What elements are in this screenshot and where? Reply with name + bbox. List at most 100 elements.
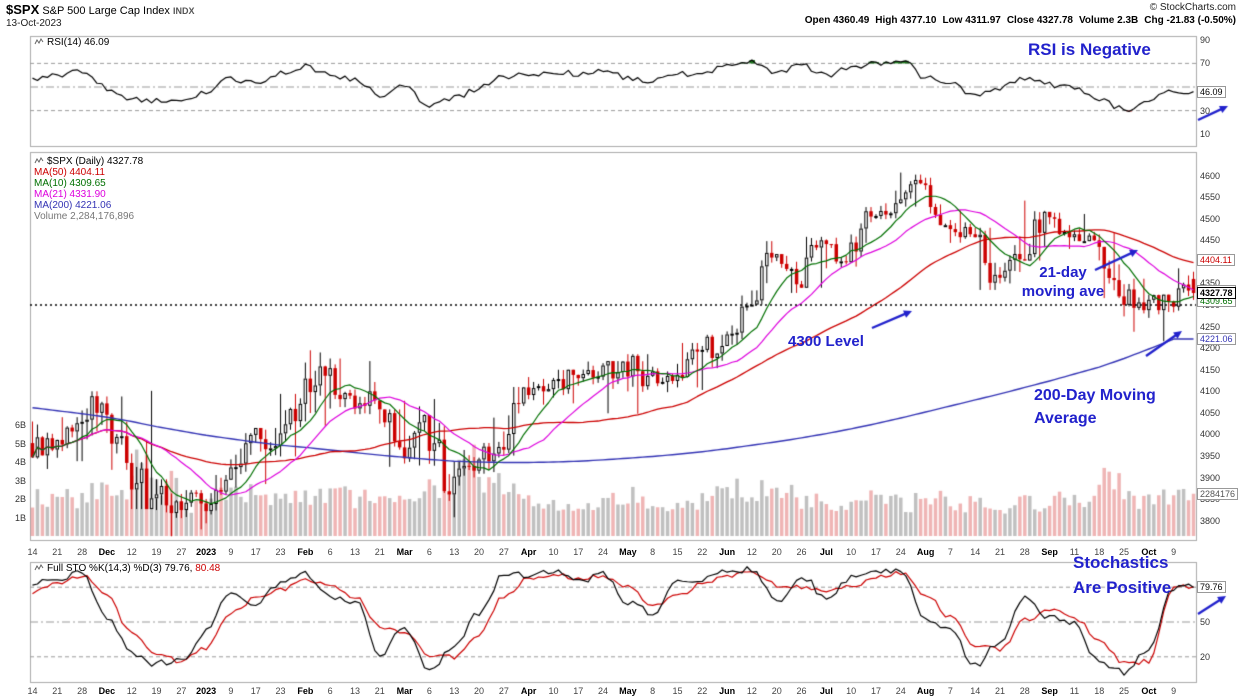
x-axis-label-27: 27: [498, 686, 509, 696]
annotation-200day-line2: Average: [1034, 410, 1097, 427]
x-axis-label-20: 20: [474, 686, 485, 696]
x-axis-label-21: 21: [52, 547, 63, 557]
price-axis-tick-4100: 4100: [1200, 386, 1221, 397]
price-axis-tick-4150: 4150: [1200, 364, 1221, 375]
x-axis-label-Mar: Mar: [396, 686, 413, 696]
x-axis-label-28: 28: [77, 686, 88, 696]
x-axis-label-Jun: Jun: [719, 547, 736, 557]
last-value-box-2284176: 2284176: [1197, 487, 1239, 500]
x-axis-label-10: 10: [846, 547, 857, 557]
rsi-axis-tick-10: 10: [1200, 129, 1211, 140]
copyright-link[interactable]: © StockCharts.com: [1149, 2, 1236, 13]
x-axis-label-10: 10: [846, 686, 857, 696]
x-axis-label-12: 12: [746, 686, 757, 696]
annotation-200day-ma: 200-Day Moving Average: [1034, 384, 1156, 430]
price-axis-tick-4500: 4500: [1200, 213, 1221, 224]
x-axis-label-17: 17: [250, 547, 261, 557]
price-axis-tick-3900: 3900: [1200, 472, 1221, 483]
x-axis-label-12: 12: [746, 547, 757, 557]
price-legend-line-4: MA(200) 4221.06: [34, 200, 112, 211]
x-axis-label-23: 23: [275, 547, 286, 557]
sto-legend-part-0: Full STO %K(14,3) %D(3): [47, 563, 165, 574]
x-axis-label-13: 13: [449, 547, 460, 557]
rsi-legend-label: RSI(14) 46.09: [47, 37, 110, 48]
x-axis-label-14: 14: [970, 547, 981, 557]
price-axis-tick-3950: 3950: [1200, 451, 1221, 462]
x-axis-label-24: 24: [598, 547, 609, 557]
x-axis-label-24: 24: [598, 686, 609, 696]
indicator-icon: [34, 38, 44, 45]
x-axis-label-Feb: Feb: [297, 547, 314, 557]
x-axis-label-Sep: Sep: [1041, 686, 1058, 696]
x-axis-label-17: 17: [870, 686, 881, 696]
x-axis-label-15: 15: [672, 547, 683, 557]
x-axis-label-12: 12: [126, 547, 137, 557]
price-legend-line-5: Volume 2,284,176,896: [34, 211, 135, 222]
volume-axis-tick-1B: 1B: [14, 512, 26, 523]
price-legend-line-3: MA(21) 4331.90: [34, 189, 106, 200]
x-axis-label-9: 9: [1171, 547, 1177, 557]
price-legend-line-2: MA(10) 4309.65: [34, 178, 106, 189]
x-axis-label-27: 27: [176, 547, 187, 557]
chart-date: 13-Oct-2023: [6, 18, 62, 29]
x-axis-label-2023: 2023: [196, 686, 217, 696]
rsi-axis-tick-70: 70: [1200, 58, 1211, 69]
x-axis-labels-top: 14 21 28 Dec 12 19 27 2023 9 17 23 Feb 6 13 21 Mar 6 13 20…: [0, 547, 1240, 559]
x-axis-label-24: 24: [895, 547, 906, 557]
x-axis-label-18: 18: [1094, 547, 1105, 557]
indicator-icon: [34, 564, 44, 571]
sto-axis-tick-20: 20: [1200, 651, 1211, 662]
x-axis-labels-bottom: 14 21 28 Dec 12 19 27 2023 9 17 23 Feb 6 13 21 Mar 6 13 20…: [0, 686, 1240, 698]
x-axis-label-6: 6: [426, 686, 432, 696]
x-axis-label-25: 25: [1119, 547, 1130, 557]
x-axis-label-21: 21: [994, 686, 1005, 696]
x-axis-label-12: 12: [126, 686, 137, 696]
annotation-rsi-negative: RSI is Negative: [1028, 40, 1151, 59]
price-axis-tick-4550: 4550: [1200, 192, 1221, 203]
volume-axis-tick-5B: 5B: [14, 438, 26, 449]
x-axis-label-11: 11: [1069, 547, 1080, 557]
x-axis-label-Dec: Dec: [98, 547, 116, 557]
x-axis-label-Jul: Jul: [819, 547, 833, 557]
x-axis-label-22: 22: [697, 686, 708, 696]
x-axis-label-23: 23: [275, 686, 286, 696]
price-legend: $SPX (Daily) 4327.78 MA(50) 4404.11 MA(10)…: [34, 156, 143, 222]
x-axis-label-18: 18: [1094, 686, 1105, 696]
sto-legend-part-1: 79.76,: [164, 563, 196, 574]
quote-line: Open 4360.49 High 4377.10 Low 4311.97 Close…: [799, 15, 1236, 26]
x-axis-label-Feb: Feb: [297, 686, 314, 696]
x-axis-label-Apr: Apr: [520, 547, 537, 557]
quote-chg: Chg -21.83 (-0.50%): [1144, 15, 1236, 26]
quote-volume: Volume 2.3B: [1078, 15, 1139, 26]
volume-axis-tick-4B: 4B: [14, 457, 26, 467]
x-axis-label-21: 21: [52, 686, 63, 696]
x-axis-label-28: 28: [1019, 547, 1030, 557]
x-axis-label-11: 11: [1069, 686, 1080, 696]
volume-axis-tick-3B: 3B: [14, 475, 26, 486]
x-axis-label-9: 9: [228, 547, 234, 557]
x-axis-label-10: 10: [548, 686, 559, 696]
x-axis-label-6: 6: [327, 686, 333, 696]
price-panel-canvas: [0, 150, 1240, 546]
price-axis-tick-4250: 4250: [1200, 321, 1221, 332]
sto-legend-part-2: 80.48: [195, 563, 221, 574]
x-axis-label-26: 26: [796, 686, 807, 696]
price-axis-tick-4050: 4050: [1200, 407, 1221, 418]
x-axis-label-9: 9: [1171, 686, 1177, 696]
x-axis-label-Aug: Aug: [916, 547, 935, 557]
x-axis-label-17: 17: [250, 686, 261, 696]
price-axis-tick-4600: 4600: [1200, 170, 1221, 181]
rsi-axis-tick-30: 30: [1200, 105, 1211, 116]
x-axis-label-6: 6: [327, 547, 333, 557]
x-axis-label-Jul: Jul: [819, 686, 833, 696]
rsi-panel-canvas: [0, 34, 1240, 148]
price-axis-tick-4200: 4200: [1200, 343, 1221, 354]
x-axis-label-17: 17: [573, 547, 584, 557]
last-value-box-46.09: 46.09: [1197, 85, 1226, 98]
x-axis-label-8: 8: [650, 686, 656, 696]
stochastics-panel-canvas: [0, 560, 1240, 684]
volume-axis-tick-2B: 2B: [14, 494, 26, 504]
x-axis-label-15: 15: [672, 686, 683, 696]
last-value-box-4327.78: 4327.78: [1197, 287, 1236, 300]
